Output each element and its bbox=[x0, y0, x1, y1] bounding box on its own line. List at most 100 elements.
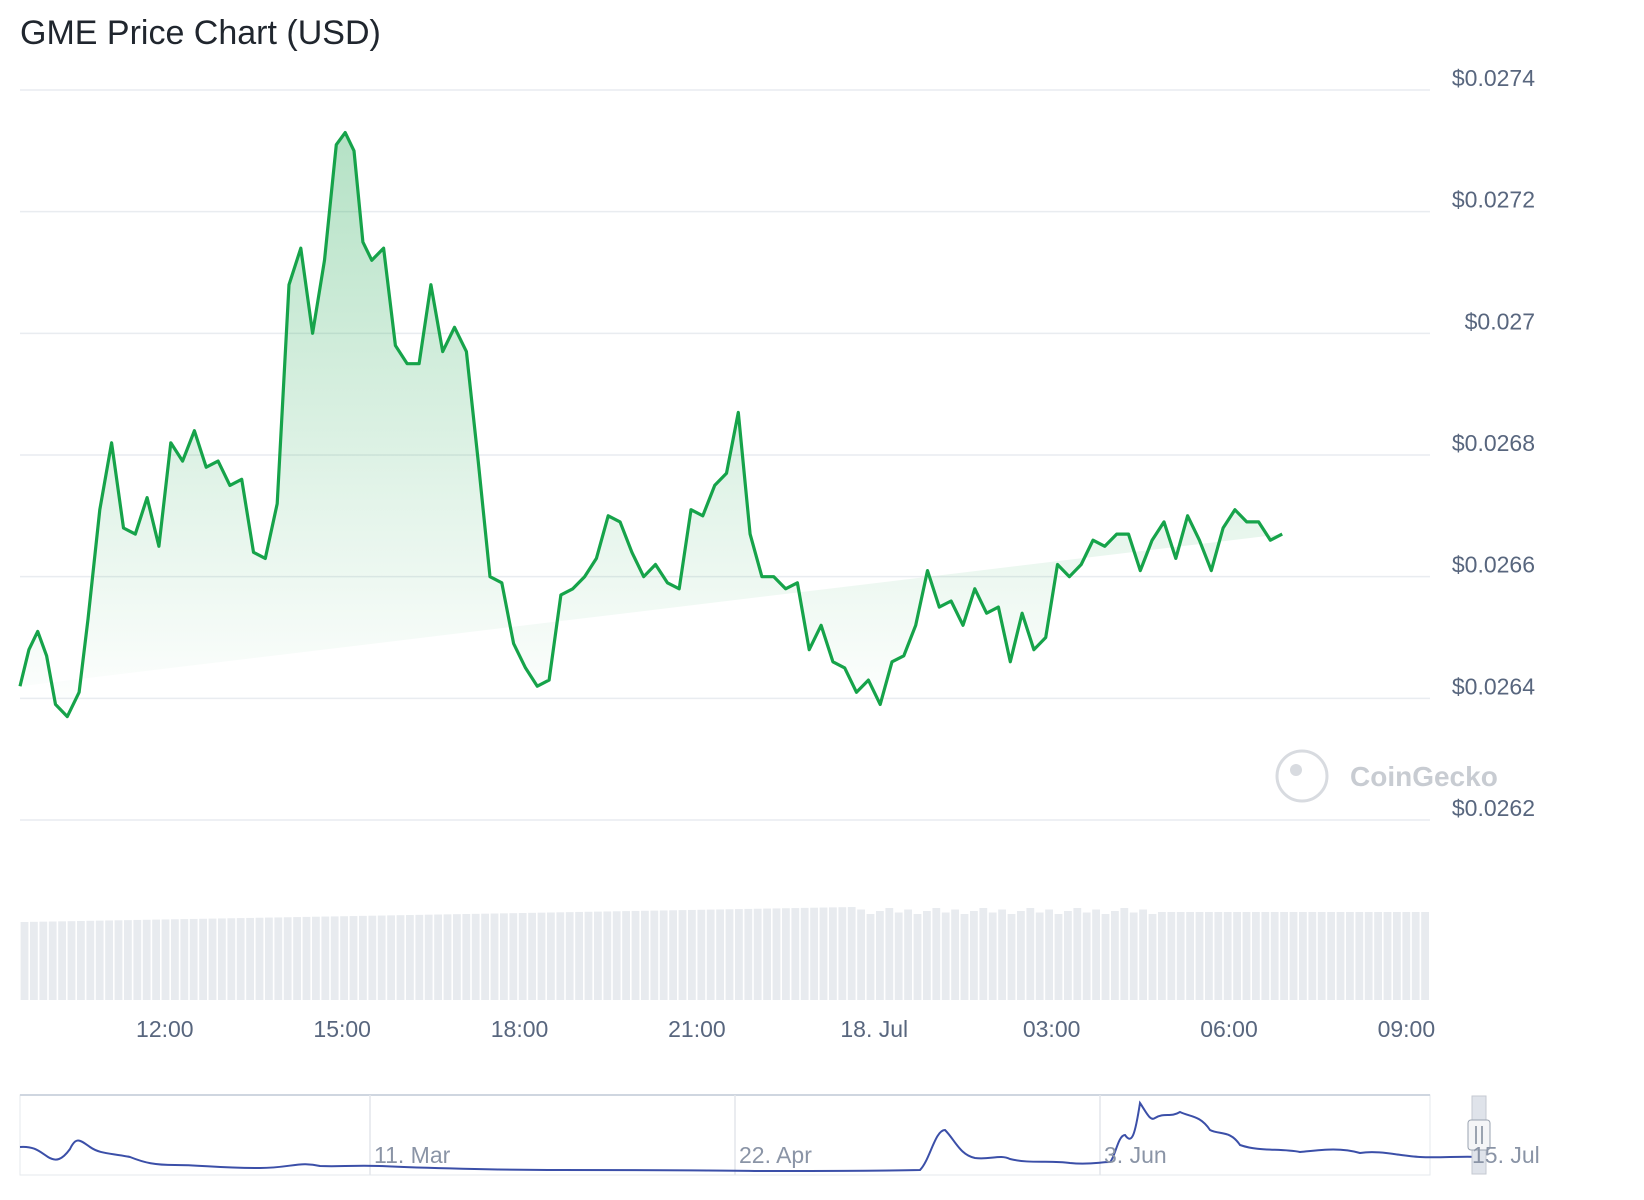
navigator-tick-label: 15. Jul bbox=[1472, 1142, 1540, 1168]
x-tick-label: 15:00 bbox=[313, 1016, 371, 1042]
volume-bar bbox=[1092, 909, 1100, 1000]
price-point bbox=[1198, 539, 1201, 542]
price-point bbox=[1174, 557, 1177, 560]
volume-bar bbox=[763, 908, 771, 1000]
gecko-logo-icon bbox=[1275, 749, 1329, 803]
price-point bbox=[1399, 0, 1402, 2]
price-point bbox=[1222, 526, 1225, 529]
x-tick-label: 03:00 bbox=[1023, 1016, 1081, 1042]
price-point bbox=[406, 362, 409, 365]
volume-bar bbox=[1176, 912, 1185, 1000]
volume-bar bbox=[800, 907, 809, 1000]
price-point bbox=[796, 581, 799, 584]
volume-bar bbox=[124, 920, 132, 1000]
volume-bar bbox=[838, 907, 847, 1000]
volume-bar bbox=[1299, 912, 1307, 1000]
volume-bar bbox=[941, 912, 950, 1000]
price-point bbox=[512, 642, 515, 645]
volume-bar bbox=[330, 916, 339, 1000]
price-point bbox=[299, 247, 302, 250]
y-tick-label: $0.0266 bbox=[1452, 552, 1535, 578]
price-point bbox=[843, 666, 846, 669]
price-point bbox=[500, 581, 503, 584]
gecko-logo-eye-icon bbox=[1290, 764, 1302, 776]
volume-bar bbox=[518, 912, 527, 1000]
price-point bbox=[938, 606, 941, 609]
navigator-line bbox=[19, 1100, 1481, 1173]
navigator-tick-label: 22. Apr bbox=[739, 1142, 812, 1168]
volume-bar bbox=[1374, 912, 1382, 1000]
price-point bbox=[122, 526, 125, 529]
price-point bbox=[240, 478, 243, 481]
price-point bbox=[45, 654, 48, 657]
price-point bbox=[1375, 0, 1378, 2]
volume-bar bbox=[565, 912, 574, 1000]
volume-bar bbox=[368, 915, 377, 1000]
volume-bar bbox=[716, 909, 724, 1000]
price-point bbox=[344, 131, 347, 134]
navigator-handle-icon[interactable] bbox=[1467, 1119, 1491, 1151]
volume-bar bbox=[791, 908, 800, 1000]
volume-bar bbox=[208, 918, 217, 1000]
chart-title: GME Price Chart (USD) bbox=[20, 14, 381, 52]
volume-bar bbox=[1073, 908, 1082, 1000]
volume-bar bbox=[904, 909, 912, 1000]
volume-bar bbox=[189, 918, 198, 1000]
price-point bbox=[54, 703, 57, 706]
price-area-fill bbox=[20, 132, 1283, 717]
volume-bar bbox=[1308, 912, 1317, 1000]
volume-bar bbox=[1252, 912, 1260, 1000]
price-point bbox=[36, 630, 39, 633]
navigator-grid bbox=[369, 1095, 1101, 1175]
price-point bbox=[181, 460, 184, 463]
price-point bbox=[287, 283, 290, 286]
volume-bar bbox=[1139, 909, 1147, 1000]
volume-bar bbox=[142, 919, 151, 1000]
price-point bbox=[1387, 0, 1390, 2]
volume-bar bbox=[481, 913, 489, 1000]
price-point bbox=[1103, 545, 1106, 548]
navigator[interactable]: 11. Mar 22. Apr 3. Jun 15. Jul bbox=[19, 1094, 1540, 1176]
price-point bbox=[323, 259, 326, 262]
price-point bbox=[1162, 520, 1165, 523]
volume-bar bbox=[1327, 912, 1335, 1000]
price-point bbox=[961, 624, 964, 627]
x-tick-label: 09:00 bbox=[1378, 1016, 1436, 1042]
volume-bar bbox=[528, 912, 536, 1000]
price-point bbox=[571, 587, 574, 590]
volume-bar bbox=[641, 910, 649, 1000]
price-point bbox=[205, 466, 208, 469]
price-point bbox=[902, 654, 905, 657]
price-point bbox=[985, 612, 988, 615]
volume-bar bbox=[180, 919, 189, 1000]
price-point bbox=[418, 362, 421, 365]
price-point bbox=[630, 551, 633, 554]
volume-bar bbox=[500, 913, 508, 1000]
price-point bbox=[808, 648, 811, 651]
volume-bar bbox=[509, 913, 518, 1000]
volume-bar bbox=[556, 912, 565, 1000]
y-tick-label: $0.0262 bbox=[1452, 795, 1535, 821]
price-point bbox=[536, 685, 539, 688]
y-tick-label: $0.0274 bbox=[1452, 65, 1535, 91]
price-point bbox=[760, 575, 763, 578]
price-point bbox=[1233, 508, 1236, 511]
volume-bar bbox=[688, 909, 696, 1000]
price-point bbox=[453, 326, 456, 329]
volume-bar bbox=[1148, 914, 1157, 1000]
volume-bar bbox=[706, 909, 715, 1000]
price-point bbox=[784, 587, 787, 590]
price-point bbox=[548, 679, 551, 682]
volume-bar bbox=[490, 913, 499, 1000]
volume-bar bbox=[114, 920, 123, 1000]
volume-bar bbox=[1214, 912, 1223, 1000]
volume-bar bbox=[1421, 912, 1429, 1000]
price-point bbox=[1411, 0, 1414, 2]
volume-bar bbox=[1082, 912, 1091, 1000]
volume-bar bbox=[932, 908, 941, 1000]
price-point bbox=[252, 551, 255, 554]
price-point bbox=[559, 593, 562, 596]
volume-bar bbox=[1355, 912, 1364, 1000]
volume-bar bbox=[255, 917, 264, 1000]
